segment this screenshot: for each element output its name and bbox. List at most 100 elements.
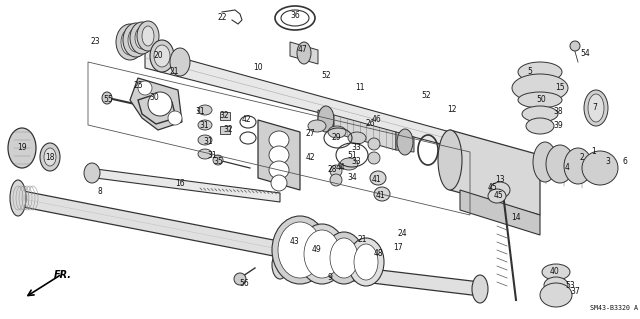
Ellipse shape xyxy=(198,135,212,145)
Text: 43: 43 xyxy=(290,238,300,247)
Text: 36: 36 xyxy=(290,11,300,19)
Text: 32: 32 xyxy=(223,125,233,135)
Polygon shape xyxy=(130,78,182,130)
Ellipse shape xyxy=(84,163,100,183)
Text: 12: 12 xyxy=(447,106,457,115)
Text: 41: 41 xyxy=(371,175,381,184)
Text: 6: 6 xyxy=(623,158,627,167)
Text: 50: 50 xyxy=(536,95,546,105)
Text: 15: 15 xyxy=(555,84,565,93)
Ellipse shape xyxy=(198,105,212,115)
Ellipse shape xyxy=(438,130,462,190)
Ellipse shape xyxy=(198,149,212,159)
Ellipse shape xyxy=(518,92,562,108)
Ellipse shape xyxy=(298,224,346,284)
Text: 40: 40 xyxy=(550,268,560,277)
Text: 38: 38 xyxy=(553,108,563,116)
Polygon shape xyxy=(88,168,280,202)
Text: 31: 31 xyxy=(203,137,213,146)
Polygon shape xyxy=(280,258,480,296)
Text: 46: 46 xyxy=(371,115,381,124)
Text: 7: 7 xyxy=(593,103,597,113)
Ellipse shape xyxy=(198,120,212,130)
Ellipse shape xyxy=(123,23,149,57)
Text: 26: 26 xyxy=(365,120,375,129)
Text: 19: 19 xyxy=(17,144,27,152)
Text: 10: 10 xyxy=(253,63,263,72)
Ellipse shape xyxy=(138,81,152,95)
Ellipse shape xyxy=(544,277,568,293)
Text: 5: 5 xyxy=(527,68,532,77)
Text: 39: 39 xyxy=(553,122,563,130)
Text: 18: 18 xyxy=(45,153,55,162)
Ellipse shape xyxy=(130,22,154,54)
Ellipse shape xyxy=(340,158,358,170)
Text: 14: 14 xyxy=(511,213,521,222)
Ellipse shape xyxy=(308,120,326,132)
Text: 37: 37 xyxy=(570,287,580,296)
Text: 17: 17 xyxy=(393,243,403,253)
Text: 47: 47 xyxy=(297,46,307,55)
Ellipse shape xyxy=(170,48,190,76)
Text: FR.: FR. xyxy=(54,270,72,280)
Text: 16: 16 xyxy=(175,179,185,188)
Text: 29: 29 xyxy=(331,133,341,143)
Text: 45: 45 xyxy=(493,191,503,201)
Text: 2: 2 xyxy=(580,153,584,162)
Ellipse shape xyxy=(397,129,413,155)
Text: SM43-B3320 A: SM43-B3320 A xyxy=(590,305,638,311)
Text: 32: 32 xyxy=(219,112,229,121)
Ellipse shape xyxy=(272,216,328,284)
Ellipse shape xyxy=(368,152,380,164)
Text: 31: 31 xyxy=(195,108,205,116)
Text: 35: 35 xyxy=(213,158,223,167)
Text: 42: 42 xyxy=(241,115,251,124)
Text: 55: 55 xyxy=(103,95,113,105)
Text: 28: 28 xyxy=(327,166,337,174)
Ellipse shape xyxy=(213,155,223,165)
Ellipse shape xyxy=(278,222,322,278)
Text: 30: 30 xyxy=(149,93,159,102)
Ellipse shape xyxy=(512,74,568,102)
Text: 33: 33 xyxy=(351,144,361,152)
Ellipse shape xyxy=(135,27,149,49)
Text: 49: 49 xyxy=(311,246,321,255)
Polygon shape xyxy=(318,110,334,128)
Ellipse shape xyxy=(148,92,172,116)
Ellipse shape xyxy=(40,143,60,171)
Ellipse shape xyxy=(137,21,159,51)
Ellipse shape xyxy=(128,28,144,52)
Ellipse shape xyxy=(269,161,289,179)
Text: 25: 25 xyxy=(133,81,143,91)
Text: 21: 21 xyxy=(357,235,367,244)
Text: 21: 21 xyxy=(169,68,179,77)
Ellipse shape xyxy=(269,146,289,164)
Ellipse shape xyxy=(168,111,182,125)
Text: 42: 42 xyxy=(305,153,315,162)
Text: 53: 53 xyxy=(565,280,575,290)
Polygon shape xyxy=(334,115,396,150)
Text: 20: 20 xyxy=(153,51,163,61)
Text: 27: 27 xyxy=(305,129,315,137)
Text: 48: 48 xyxy=(373,249,383,258)
Bar xyxy=(220,126,230,134)
Text: 33: 33 xyxy=(351,158,361,167)
Ellipse shape xyxy=(121,29,139,55)
Text: 52: 52 xyxy=(421,92,431,100)
Ellipse shape xyxy=(330,165,342,177)
Polygon shape xyxy=(290,42,318,64)
Ellipse shape xyxy=(304,230,340,278)
Polygon shape xyxy=(396,132,414,152)
Ellipse shape xyxy=(102,92,112,104)
Ellipse shape xyxy=(142,26,154,46)
Ellipse shape xyxy=(546,145,574,183)
Text: 44: 44 xyxy=(335,164,345,173)
Ellipse shape xyxy=(150,40,174,72)
Ellipse shape xyxy=(337,244,353,280)
Ellipse shape xyxy=(542,264,570,280)
Ellipse shape xyxy=(564,148,592,184)
Text: 51: 51 xyxy=(347,152,357,160)
Ellipse shape xyxy=(44,148,56,166)
Bar xyxy=(220,112,230,120)
Polygon shape xyxy=(258,120,300,190)
